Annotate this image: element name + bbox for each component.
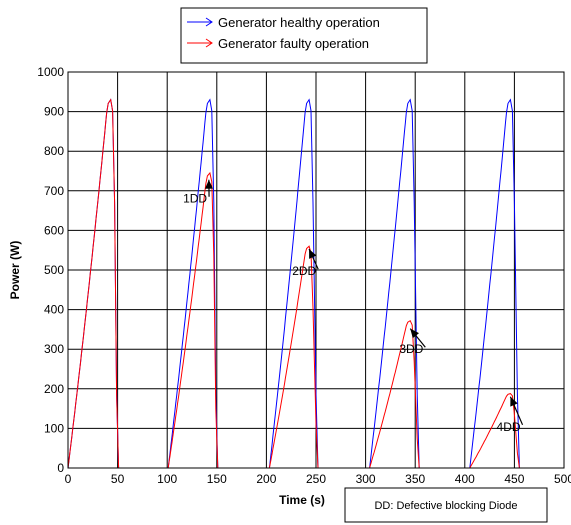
x-tick-label: 200 [256,472,276,486]
x-tick-label: 100 [157,472,177,486]
y-tick-label: 900 [44,105,64,119]
y-axis-label: Power (W) [8,241,22,300]
x-tick-label: 250 [306,472,326,486]
legend-label-faulty: Generator faulty operation [218,36,369,51]
faulty-curve-2 [167,171,219,469]
note-box: DD: Defective blocking Diode [344,487,548,523]
faulty-curve-5 [469,393,520,469]
y-tick-label: 400 [44,303,64,317]
plot-frame [67,71,565,469]
x-tick-label: 500 [554,472,571,486]
faulty-curve-1 [67,98,120,469]
annotation-label-4: 4DD [497,420,521,434]
healthy-curve-2 [167,98,219,469]
faulty-curve-3 [268,245,319,469]
annotation-arrowhead-3 [410,328,420,339]
y-tick-label: 800 [44,144,64,158]
faulty-curve-4 [369,319,420,469]
legend-arrow-faulty [187,38,213,48]
x-tick-label: 50 [111,472,125,486]
y-tick-label: 200 [44,382,64,396]
x-tick-label: 300 [356,472,376,486]
annotations: 1DD 2DD 3DD 4DD [183,179,524,434]
healthy-curve-3 [268,98,319,469]
annotation-arrowhead-4 [510,396,518,407]
annotation-arrowhead-1 [204,179,213,189]
x-tick-label: 350 [405,472,425,486]
x-tick-label: 400 [455,472,475,486]
annotation-label-3: 3DD [399,342,423,356]
legend-box [180,7,428,64]
y-tick-label: 1000 [37,65,64,79]
y-tick-label: 500 [44,263,64,277]
annotation-label-2: 2DD [292,264,316,278]
legend-arrow-healthy [187,17,213,27]
y-tick-label: 100 [44,421,64,435]
healthy-curve-4 [369,98,420,469]
x-tick-label: 0 [65,472,72,486]
x-tick-label: 150 [207,472,227,486]
annotation-arrowhead-2 [309,249,317,259]
annotation-label-1: 1DD [183,192,207,206]
y-tick-label: 0 [57,461,64,475]
y-tick-label: 600 [44,223,64,237]
y-tick-label: 700 [44,184,64,198]
note-text: DD: Defective blocking Diode [374,500,517,512]
legend: Generator healthy operation Generator fa… [180,7,428,64]
y-tick-label: 300 [44,342,64,356]
x-tick-label: 450 [504,472,524,486]
healthy-curve-5 [469,98,520,469]
tick-labels: 0 50 100 150 200 250 300 350 400 450 500 0 100 200 300… [37,65,571,486]
legend-label-healthy: Generator healthy operation [218,15,380,30]
x-axis-label: Time (s) [279,493,325,507]
